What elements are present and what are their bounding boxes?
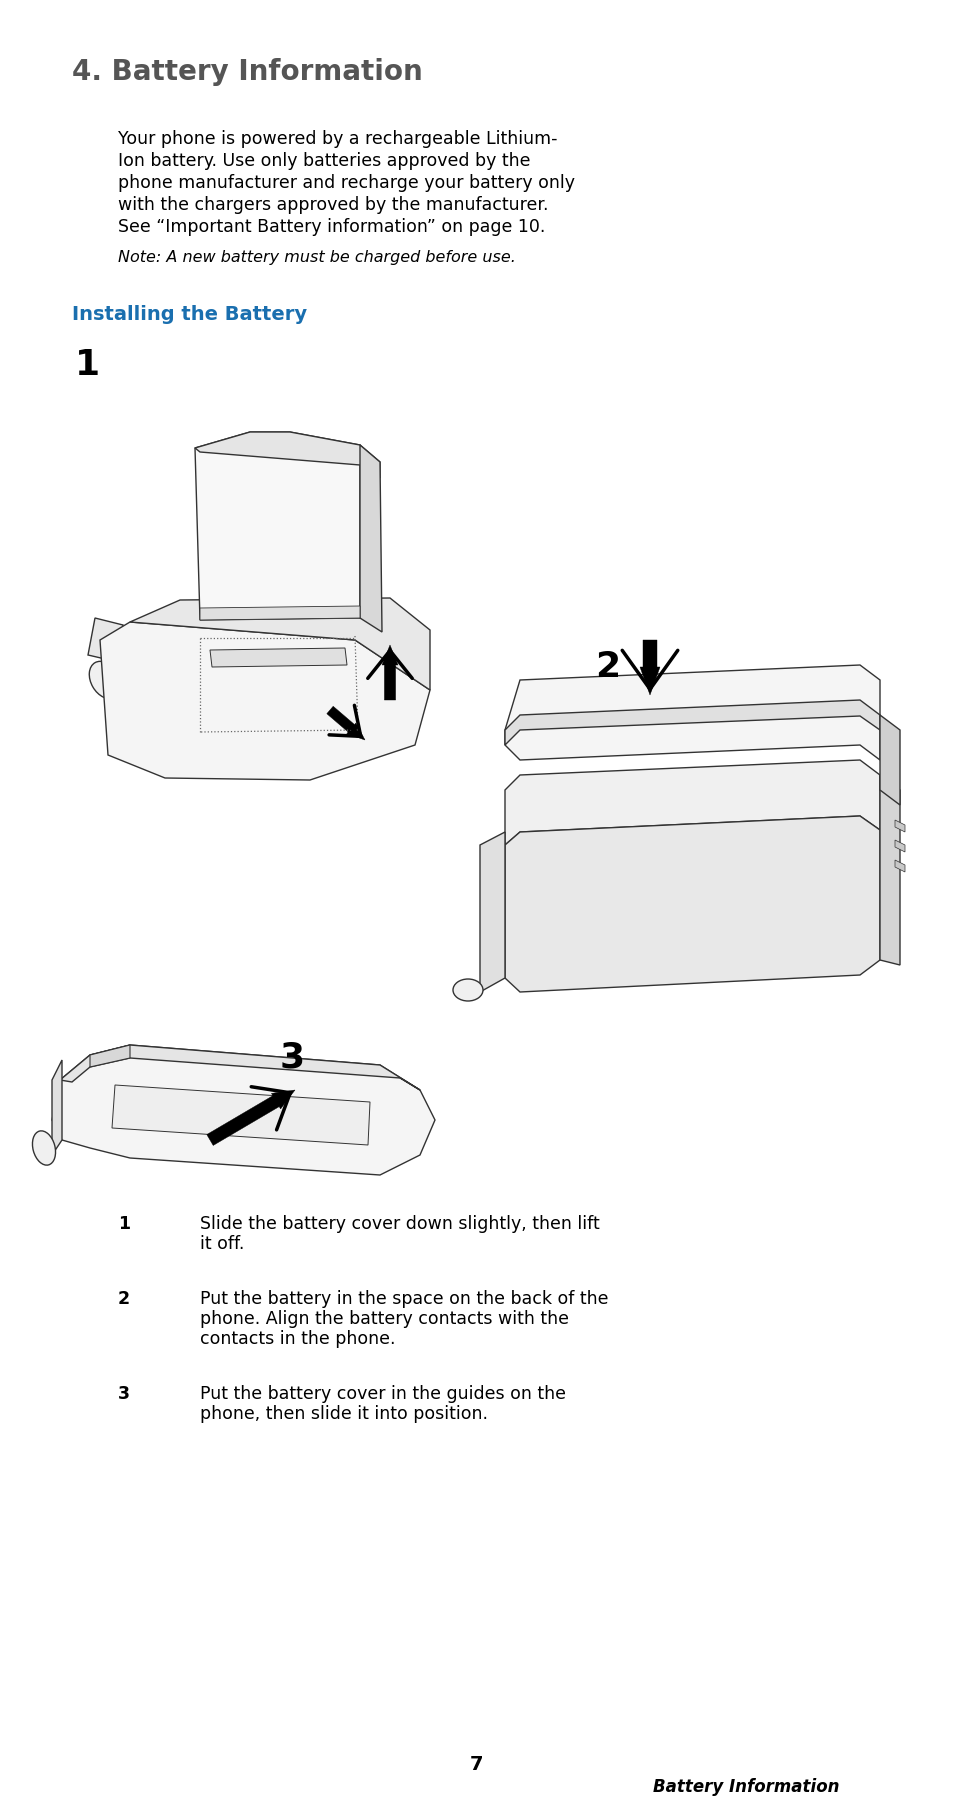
Polygon shape xyxy=(194,433,359,620)
Text: Your phone is powered by a rechargeable Lithium-: Your phone is powered by a rechargeable … xyxy=(118,130,557,148)
Ellipse shape xyxy=(453,979,482,1001)
Text: Note: A new battery must be charged before use.: Note: A new battery must be charged befo… xyxy=(118,251,516,265)
Text: 4. Battery Information: 4. Battery Information xyxy=(71,58,422,87)
Polygon shape xyxy=(504,700,879,745)
Text: Ion battery. Use only batteries approved by the: Ion battery. Use only batteries approved… xyxy=(118,151,530,169)
Text: 2: 2 xyxy=(595,651,619,683)
Text: with the chargers approved by the manufacturer.: with the chargers approved by the manufa… xyxy=(118,197,548,215)
Ellipse shape xyxy=(90,662,121,700)
Text: Put the battery in the space on the back of the: Put the battery in the space on the back… xyxy=(200,1289,608,1307)
Text: contacts in the phone.: contacts in the phone. xyxy=(200,1331,395,1349)
Polygon shape xyxy=(381,645,397,700)
Polygon shape xyxy=(894,860,904,873)
Text: 2: 2 xyxy=(118,1289,130,1307)
Polygon shape xyxy=(359,445,381,633)
Polygon shape xyxy=(504,817,879,992)
Text: 7: 7 xyxy=(470,1754,483,1774)
Polygon shape xyxy=(879,716,899,804)
Text: Put the battery cover in the guides on the: Put the battery cover in the guides on t… xyxy=(200,1385,565,1403)
Text: 1: 1 xyxy=(75,348,100,382)
Polygon shape xyxy=(194,433,379,478)
Text: Battery Information: Battery Information xyxy=(653,1778,840,1796)
Polygon shape xyxy=(639,640,659,694)
Polygon shape xyxy=(894,820,904,831)
Polygon shape xyxy=(879,775,899,965)
Text: 3: 3 xyxy=(118,1385,130,1403)
Polygon shape xyxy=(52,1060,62,1156)
Polygon shape xyxy=(90,1046,130,1067)
Polygon shape xyxy=(327,707,365,739)
Text: phone manufacturer and recharge your battery only: phone manufacturer and recharge your bat… xyxy=(118,175,575,191)
Polygon shape xyxy=(60,1046,419,1091)
Text: See “Important Battery information” on page 10.: See “Important Battery information” on p… xyxy=(118,218,545,236)
Polygon shape xyxy=(504,665,879,761)
Polygon shape xyxy=(100,622,430,781)
Polygon shape xyxy=(112,1085,370,1145)
Text: Slide the battery cover down slightly, then lift: Slide the battery cover down slightly, t… xyxy=(200,1215,599,1233)
Polygon shape xyxy=(504,761,879,846)
Polygon shape xyxy=(207,1091,294,1145)
Text: it off.: it off. xyxy=(200,1235,244,1253)
Polygon shape xyxy=(88,618,123,662)
Text: 1: 1 xyxy=(118,1215,130,1233)
Polygon shape xyxy=(200,606,359,620)
Ellipse shape xyxy=(32,1130,55,1165)
Polygon shape xyxy=(210,647,347,667)
Text: phone, then slide it into position.: phone, then slide it into position. xyxy=(200,1405,488,1423)
Polygon shape xyxy=(130,599,430,691)
Polygon shape xyxy=(894,840,904,853)
Text: phone. Align the battery contacts with the: phone. Align the battery contacts with t… xyxy=(200,1311,568,1329)
Text: 3: 3 xyxy=(280,1040,305,1075)
Polygon shape xyxy=(52,1046,435,1176)
Text: Installing the Battery: Installing the Battery xyxy=(71,305,307,325)
Polygon shape xyxy=(479,831,504,992)
